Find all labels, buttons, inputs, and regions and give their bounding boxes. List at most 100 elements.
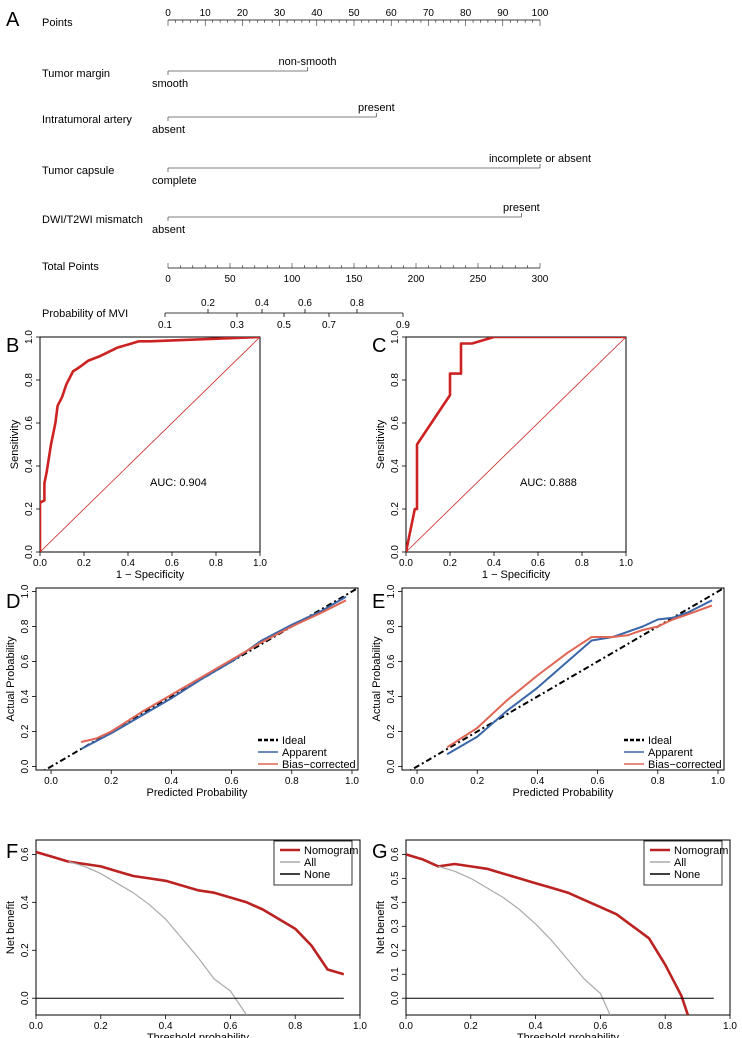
series-nomogram-F: [36, 850, 345, 976]
x-tick-label-G: 1.0: [723, 1021, 737, 1032]
y-axis-label-D: Actual Probability: [5, 636, 17, 721]
panel-label-C: C: [372, 335, 386, 357]
x-tick-label-F: 0.4: [159, 1021, 173, 1032]
probability-tick-label: 0.1: [158, 320, 172, 331]
total-points-tick-label: 100: [284, 274, 301, 285]
y-tick-label-F: 0.4: [20, 895, 31, 909]
probability-tick-label: 0.6: [298, 298, 312, 309]
legend-label-E: Ideal: [648, 735, 672, 747]
x-tick-label-E: 0.2: [470, 776, 484, 787]
x-tick-label-C: 0.4: [487, 558, 501, 569]
y-tick-label-C: 1.0: [390, 330, 401, 344]
nomogram-label-row-3: Tumor capsule: [42, 165, 114, 177]
x-tick-label-B: 0.8: [209, 558, 223, 569]
nomogram-low-label: absent: [152, 124, 185, 136]
y-tick-label-B: 0.2: [24, 502, 35, 516]
nomogram-label-row-4: DWI/T2WI mismatch: [42, 214, 143, 226]
series-all-G: [438, 865, 611, 1015]
x-tick-label-E: 0.0: [410, 776, 424, 787]
legend-label-G: All: [674, 857, 686, 869]
plot-frame-B: [39, 336, 261, 553]
x-tick-label-B: 0.4: [121, 558, 135, 569]
nomogram-high-label: incomplete or absent: [489, 153, 591, 165]
legend-label-E: Bias−corrected: [648, 759, 722, 771]
nomogram-label-row-2: Intratumoral artery: [42, 114, 132, 126]
y-tick-label-G: 0.4: [390, 895, 401, 909]
y-tick-label-C: 0.8: [390, 373, 401, 387]
nomogram-high-label: present: [358, 102, 395, 114]
y-axis-label-G: Net benefit: [375, 901, 387, 954]
probability-tick-label: 0.7: [322, 320, 336, 331]
nomogram-label-points: Points: [42, 17, 73, 29]
x-axis-label-E: Predicted Probability: [513, 787, 614, 799]
nomogram-low-label: absent: [152, 224, 185, 236]
y-tick-label-B: 0.8: [24, 373, 35, 387]
probability-tick-label: 0.4: [255, 298, 269, 309]
y-tick-label-F: 0.6: [20, 847, 31, 861]
x-tick-label-E: 1.0: [711, 776, 725, 787]
y-tick-label-F: 0.0: [20, 991, 31, 1005]
y-tick-label-E: 0.4: [386, 689, 397, 703]
total-points-tick-label: 0: [165, 274, 171, 285]
series-roc-C: [406, 337, 626, 552]
x-axis-label-G: Threshold probability: [517, 1032, 620, 1038]
x-tick-label-F: 0.8: [288, 1021, 302, 1032]
y-tick-label-G: 0.6: [390, 847, 401, 861]
points-tick-label: 10: [200, 8, 212, 19]
y-tick-label-G: 0.2: [390, 943, 401, 957]
x-axis-label-B: 1 − Specificity: [116, 569, 185, 581]
points-tick-label: 30: [274, 8, 286, 19]
panel-label-B: B: [6, 335, 19, 357]
probability-tick-label: 0.8: [350, 298, 364, 309]
y-tick-label-C: 0.0: [390, 545, 401, 559]
y-tick-label-C: 0.4: [390, 459, 401, 473]
points-tick-label: 20: [237, 8, 249, 19]
nomogram-label-row-1: Tumor margin: [42, 68, 110, 80]
series-bias-corrected-E: [446, 604, 713, 749]
x-tick-label-F: 1.0: [353, 1021, 367, 1032]
total-points-tick-label: 50: [224, 274, 236, 285]
x-tick-label-B: 1.0: [253, 558, 267, 569]
auc-annotation-B: AUC: 0.904: [150, 477, 207, 489]
y-tick-label-G: 0.0: [390, 991, 401, 1005]
y-tick-label-G: 0.3: [390, 919, 401, 933]
x-tick-label-B: 0.6: [165, 558, 179, 569]
points-tick-label: 70: [423, 8, 435, 19]
x-axis-label-C: 1 − Specificity: [482, 569, 551, 581]
total-points-tick-label: 150: [346, 274, 363, 285]
auc-annotation-C: AUC: 0.888: [520, 477, 577, 489]
total-points-tick-label: 300: [532, 274, 549, 285]
y-axis-label-E: Actual Probability: [371, 636, 383, 721]
series-apparent-D: [80, 595, 347, 750]
y-tick-label-E: 0.2: [386, 724, 397, 738]
probability-tick-label: 0.9: [396, 320, 410, 331]
y-axis-label-C: Sensitivity: [375, 419, 387, 469]
nomogram-label-total: Total Points: [42, 261, 99, 273]
series-nomogram-G: [406, 853, 690, 1015]
legend-box-G: [643, 840, 723, 886]
y-tick-label-C: 0.6: [390, 416, 401, 430]
legend-label-G: Nomogram: [674, 845, 728, 857]
probability-tick-label: 0.5: [277, 320, 291, 331]
plot-frame-G: [405, 839, 731, 1016]
y-tick-label-B: 1.0: [24, 330, 35, 344]
y-tick-label-G: 0.5: [390, 871, 401, 885]
x-tick-label-C: 0.6: [531, 558, 545, 569]
y-tick-label-E: 0.0: [386, 759, 397, 773]
y-tick-label-C: 0.2: [390, 502, 401, 516]
points-tick-label: 90: [497, 8, 509, 19]
nomogram-high-label: non-smooth: [278, 56, 336, 68]
legend-box-F: [273, 840, 353, 886]
points-tick-label: 50: [348, 8, 360, 19]
y-tick-label-D: 0.0: [20, 759, 31, 773]
points-tick-label: 0: [165, 8, 171, 19]
x-tick-label-G: 0.2: [464, 1021, 478, 1032]
plot-frame-D: [35, 587, 359, 771]
series-all-F: [68, 861, 248, 1015]
points-tick-label: 100: [532, 8, 549, 19]
legend-label-D: Apparent: [282, 747, 327, 759]
panel-label-D: D: [6, 591, 20, 613]
x-tick-label-F: 0.2: [94, 1021, 108, 1032]
x-tick-label-D: 0.6: [225, 776, 239, 787]
x-tick-label-G: 0.6: [593, 1021, 607, 1032]
